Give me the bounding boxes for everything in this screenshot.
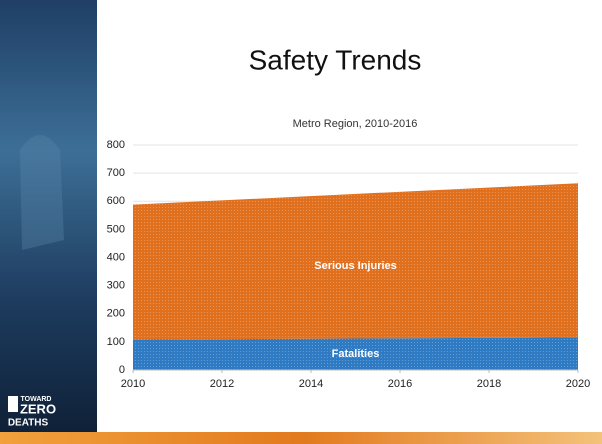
logo-mark: [8, 396, 18, 412]
y-tick-label: 700: [107, 167, 125, 179]
area-label: Serious Injuries: [314, 260, 397, 272]
x-tick-label: 2010: [121, 378, 145, 390]
y-tick-label: 800: [107, 139, 125, 151]
x-tick-label: 2012: [210, 378, 234, 390]
footer-bar: [0, 432, 602, 444]
y-tick-label: 300: [107, 280, 125, 292]
plot: 0 100 200 300 400 500 600 700 800 2010 2012 2014 201…: [107, 139, 591, 390]
logo-text: DEATHS: [8, 418, 49, 429]
x-tick-label: 2020: [566, 378, 590, 390]
area-texture: [133, 337, 578, 370]
y-tick-label: 400: [107, 251, 125, 263]
area-texture: [133, 183, 578, 340]
y-tick-label: 100: [107, 336, 125, 348]
x-tick-label: 2018: [477, 378, 501, 390]
slide-title: Safety Trends: [249, 44, 422, 75]
y-tick-label: 0: [119, 364, 125, 376]
side-strip: [0, 0, 97, 432]
chart-subtitle: Metro Region, 2010-2016: [293, 118, 418, 130]
side-decor: [20, 135, 64, 250]
area-label: Fatalities: [332, 348, 380, 360]
logo-text: ZERO: [20, 401, 56, 416]
y-tick-label: 200: [107, 308, 125, 320]
logo-text: TOWARD: [21, 396, 52, 403]
x-tick-label: 2014: [299, 378, 323, 390]
x-tick-label: 2016: [388, 378, 412, 390]
y-tick-label: 500: [107, 223, 125, 235]
y-tick-label: 600: [107, 195, 125, 207]
